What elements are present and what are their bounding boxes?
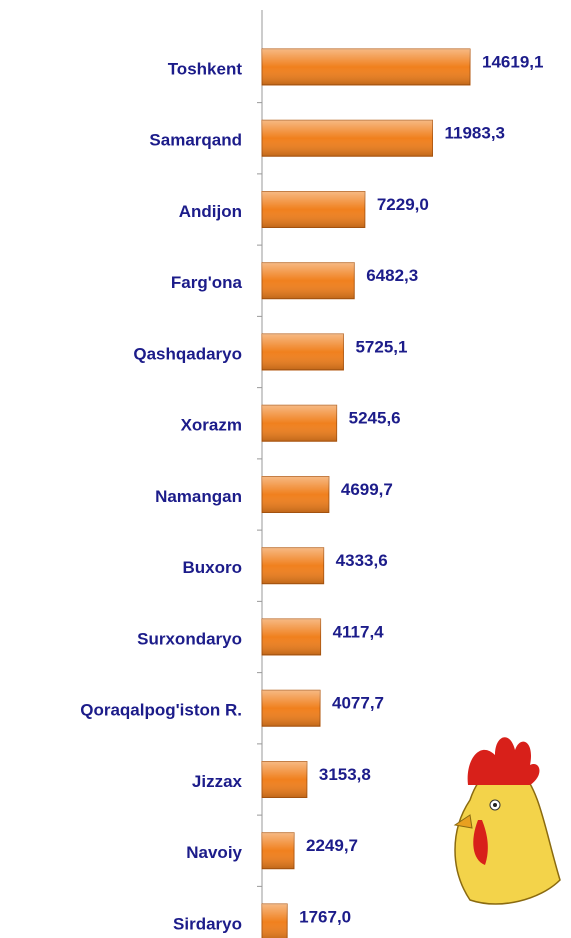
bar-shine	[262, 904, 288, 938]
value-label: 4117,4	[333, 622, 385, 641]
value-label: 6482,3	[366, 266, 418, 285]
value-label: 4333,6	[336, 551, 388, 570]
value-label: 5245,6	[349, 409, 401, 428]
value-label: 2249,7	[306, 836, 358, 855]
value-label: 5725,1	[355, 337, 407, 356]
category-label: Toshkent	[168, 59, 243, 78]
category-label: Buxoro	[183, 558, 243, 577]
category-label: Navoiy	[186, 843, 242, 862]
value-label: 4699,7	[341, 480, 393, 499]
value-label: 3153,8	[319, 765, 371, 784]
category-label: Xorazm	[181, 416, 242, 435]
category-label: Jizzax	[192, 772, 243, 791]
category-label: Andijon	[179, 202, 242, 221]
value-label: 7229,0	[377, 195, 429, 214]
category-label: Surxondaryo	[137, 629, 242, 648]
category-label: Samarqand	[149, 131, 242, 150]
bar-shine	[262, 262, 355, 299]
bar-shine	[262, 547, 324, 584]
value-label: 1767,0	[299, 907, 351, 926]
bar-shine	[262, 690, 321, 727]
bar-shine	[262, 191, 365, 228]
bar-shine	[262, 619, 321, 655]
bar-shine	[262, 832, 295, 869]
bar-shine	[262, 476, 329, 513]
value-label: 4077,7	[332, 694, 384, 713]
bar-shine	[262, 761, 307, 798]
value-label: 11983,3	[444, 124, 505, 143]
rooster	[453, 737, 561, 905]
bar-shine	[262, 405, 337, 442]
value-label: 14619,1	[482, 52, 543, 71]
category-label: Namangan	[155, 487, 242, 506]
bar-shine	[262, 334, 344, 370]
bar-shine	[262, 120, 433, 157]
category-label: Qoraqalpog'iston R.	[80, 701, 242, 720]
category-label: Qashqadaryo	[133, 344, 242, 363]
bar-shine	[262, 49, 470, 85]
category-label: Sirdaryo	[173, 914, 242, 933]
category-label: Farg'ona	[171, 273, 243, 292]
